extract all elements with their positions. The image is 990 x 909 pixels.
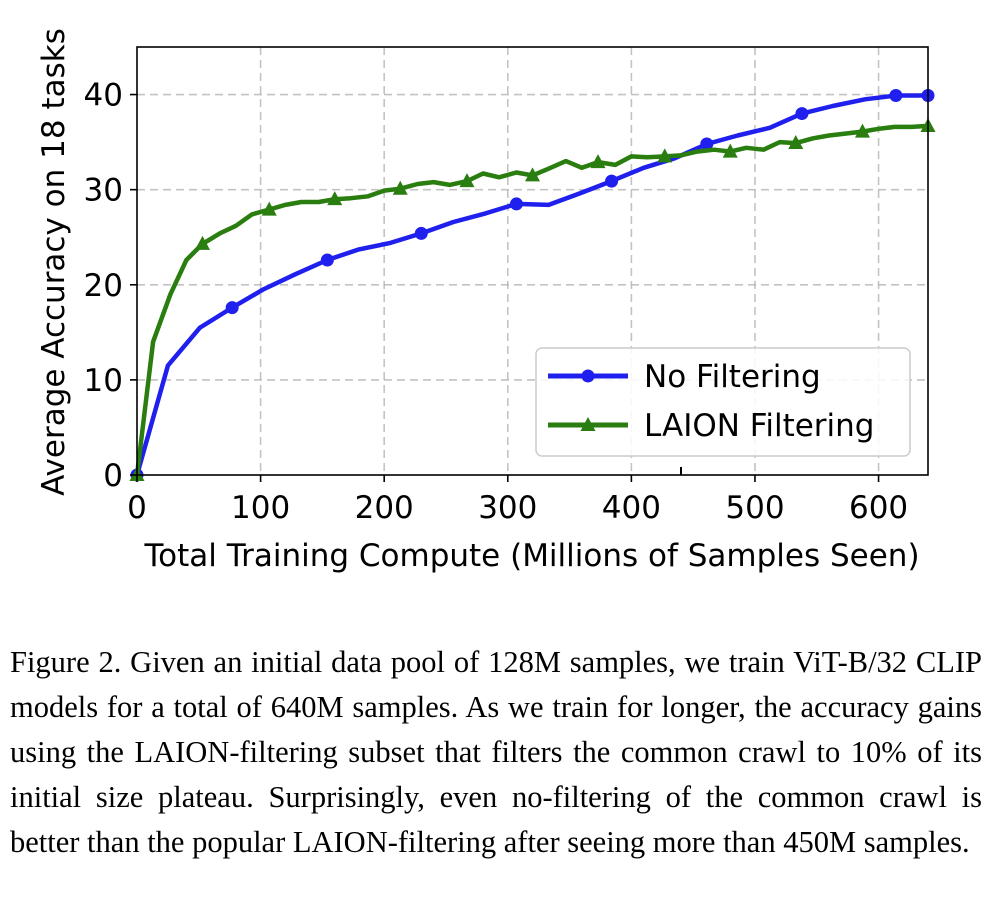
accuracy-chart: 0 100 200 300 400 500 600 0 10 20 30 40 Total Trai… — [36, 28, 936, 574]
data-point-laion-filtering — [657, 148, 673, 163]
legend-label-no-filtering: No Filtering — [644, 359, 821, 395]
y-axis-label: Average Accuracy on 18 tasks — [36, 28, 72, 496]
y-axis-ticks: 0 10 20 30 40 — [84, 78, 137, 494]
legend-marker-laion-filtering — [580, 417, 596, 431]
data-point-laion-filtering — [261, 201, 277, 216]
y-tick-label: 0 — [103, 458, 123, 494]
data-point-laion-filtering — [195, 235, 211, 250]
x-tick-label: 500 — [725, 490, 784, 526]
data-point-no-filtering — [605, 174, 619, 188]
data-point-no-filtering — [225, 301, 239, 315]
data-point-no-filtering — [509, 197, 523, 211]
data-point-laion-filtering — [722, 143, 738, 158]
data-point-no-filtering — [795, 107, 809, 121]
data-point-laion-filtering — [854, 123, 870, 138]
y-tick-label: 20 — [84, 268, 123, 304]
x-tick-label: 300 — [478, 490, 537, 526]
x-tick-label: 200 — [355, 490, 414, 526]
series-layer — [129, 89, 936, 482]
x-tick-label: 400 — [602, 490, 661, 526]
legend: No Filtering LAION Filtering — [535, 347, 911, 457]
data-point-no-filtering — [700, 137, 714, 151]
x-tick-label: 100 — [231, 490, 290, 526]
x-tick-label: 0 — [127, 490, 147, 526]
data-point-laion-filtering — [392, 180, 408, 195]
data-point-laion-filtering — [459, 173, 475, 188]
y-tick-label: 10 — [84, 363, 123, 399]
grid-lines — [137, 47, 928, 475]
y-tick-label: 40 — [84, 78, 123, 114]
data-point-laion-filtering — [327, 191, 343, 206]
data-point-laion-filtering — [525, 167, 540, 182]
legend-box — [535, 347, 911, 457]
data-point-no-filtering — [889, 89, 903, 103]
data-point-no-filtering — [414, 226, 428, 240]
data-point-no-filtering — [320, 253, 334, 267]
x-axis-label: Total Training Compute (Millions of Samp… — [143, 538, 919, 574]
data-point-laion-filtering — [788, 135, 804, 150]
y-tick-label: 30 — [84, 173, 123, 209]
figure-caption: Figure 2. Given an initial data pool of … — [10, 645, 982, 859]
legend-marker-no-filtering — [581, 369, 595, 383]
data-point-laion-filtering — [590, 154, 606, 169]
legend-label-laion-filtering: LAION Filtering — [644, 408, 875, 444]
x-axis-ticks: 0 100 200 300 400 500 600 — [127, 475, 908, 526]
x-tick-label: 600 — [849, 490, 908, 526]
plot-frame — [136, 46, 929, 476]
